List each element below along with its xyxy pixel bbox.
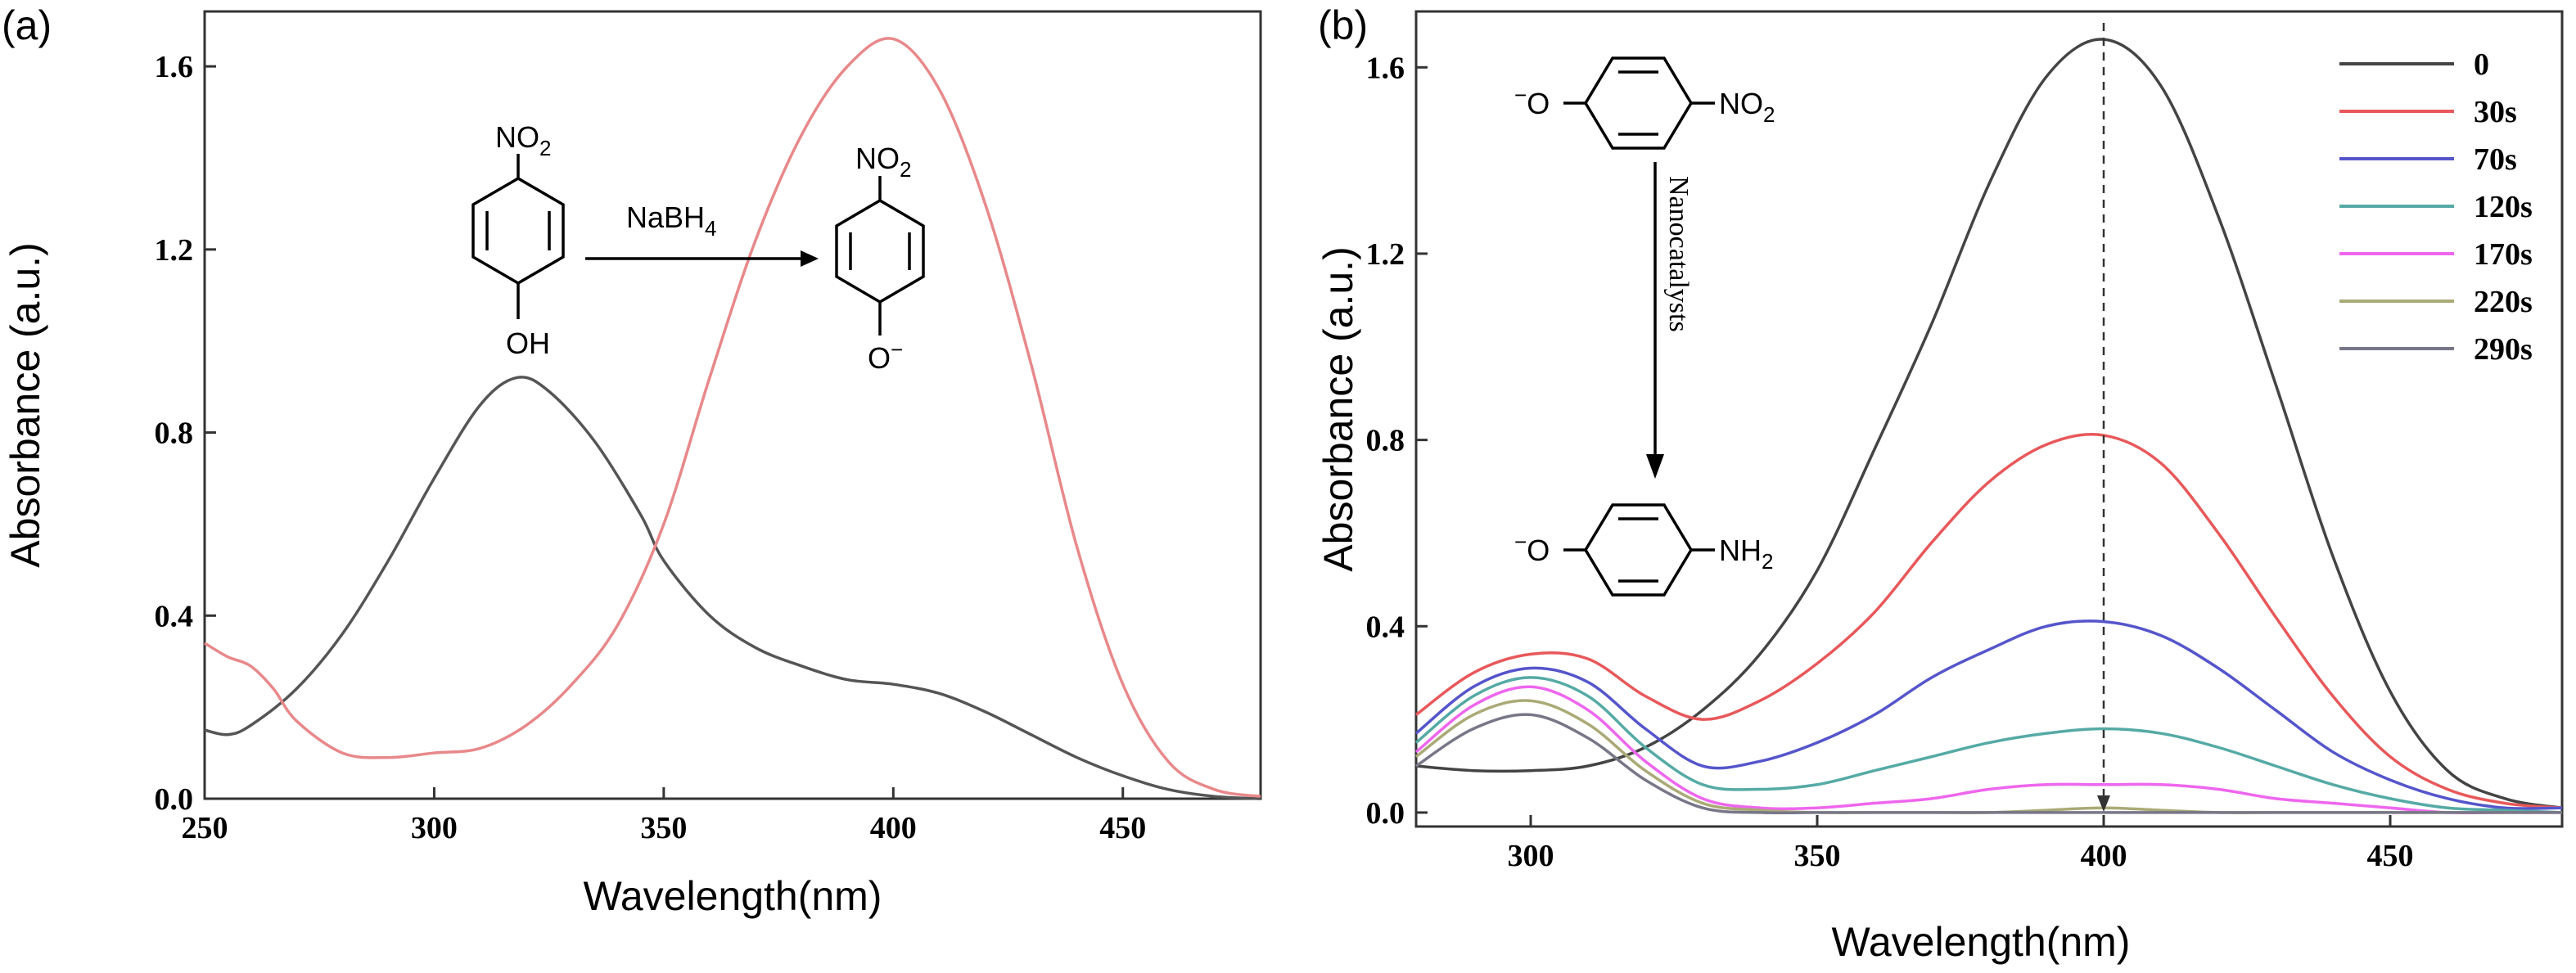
- reference-arrowhead: [2097, 795, 2110, 812]
- y-tick-label: 0.8: [155, 417, 194, 451]
- panel-a-axes: [203, 10, 1262, 800]
- x-tick-label: 450: [1099, 811, 1146, 845]
- panel-b-legend: 0 30s 70s 120s 170s 220s 290s: [2339, 47, 2533, 367]
- panel-b-series: [1414, 38, 2563, 815]
- x-tick-label: 300: [411, 811, 458, 845]
- y-tick-label: 0.4: [1366, 610, 1405, 644]
- reactant-right-group: NO2: [1719, 87, 1775, 127]
- product-benzene-ring: [835, 176, 925, 336]
- catalyst-arrowhead: [1646, 454, 1664, 479]
- panel-a-series: [204, 37, 1261, 800]
- series-line-120s: [1414, 676, 2563, 814]
- nitrophenolate-ring: [1563, 56, 1715, 150]
- x-tick-label: 400: [2081, 839, 2127, 873]
- x-tick-label: 350: [640, 811, 687, 845]
- reaction-arrowhead: [801, 250, 819, 267]
- series-line-70s: [1414, 619, 2563, 810]
- x-tick-label: 450: [2367, 839, 2414, 873]
- panel-b-ticks: 300 350 400 450 0.0 0.4 0.8 1.2 1.6: [1366, 51, 2414, 873]
- x-tick-label: 350: [1794, 839, 1841, 873]
- x-tick-label: 250: [182, 811, 228, 845]
- panel-b-ylabel: Absorbance (a.u.): [1315, 246, 1361, 571]
- series-line-170s: [1414, 685, 2562, 815]
- panel-a-label: (a): [2, 2, 52, 48]
- legend-label: 220s: [2474, 285, 2533, 319]
- panel-b-xlabel: Wavelength(nm): [1832, 919, 2131, 965]
- product-top-group: NO2: [855, 142, 911, 182]
- series-line-30s: [1414, 432, 2563, 809]
- legend-label: 170s: [2474, 237, 2533, 272]
- product-left-group: −O: [1514, 529, 1550, 567]
- reagent-label: NaBH4: [626, 200, 717, 241]
- panel-b-reference-line: [2097, 23, 2110, 812]
- panel-a-frame: [203, 10, 1262, 800]
- y-tick-label: 1.6: [1366, 51, 1405, 85]
- panel-b-frame: [1414, 10, 2564, 828]
- x-tick-label: 300: [1508, 839, 1554, 873]
- series-line-curve-1: [204, 376, 1261, 800]
- x-tick-label: 400: [870, 811, 917, 845]
- product-right-group: NH2: [1719, 534, 1773, 574]
- y-tick-label: 1.2: [1366, 237, 1405, 272]
- legend-label: 30s: [2474, 95, 2517, 129]
- y-tick-label: 1.2: [155, 233, 194, 268]
- reactant-left-group: −O: [1514, 83, 1550, 120]
- series-line-0: [1415, 38, 2563, 809]
- legend-label: 70s: [2474, 142, 2517, 177]
- catalyst-label: Nanocatalysts: [1663, 176, 1694, 332]
- legend-label: 290s: [2474, 332, 2533, 367]
- panel-a-xlabel: Wavelength(nm): [584, 873, 882, 919]
- product-bottom-group: O−: [868, 337, 903, 375]
- series-line-curve-2: [204, 37, 1261, 798]
- y-tick-label: 1.6: [155, 50, 194, 84]
- panel-b-axes: [1414, 10, 2564, 828]
- series-line-290s: [1415, 713, 2562, 815]
- y-tick-label: 0.8: [1366, 424, 1405, 458]
- reactant-benzene-ring: [471, 154, 565, 319]
- legend-label: 0: [2474, 47, 2489, 82]
- panel-b-label: (b): [1318, 2, 1368, 48]
- reactant-bottom-group: OH: [506, 327, 550, 360]
- y-tick-label: 0.4: [155, 599, 194, 633]
- panel-a-ticks: 250 300 350 400 450 0.0 0.4 0.8 1.2 1.6: [155, 50, 1147, 845]
- legend-label: 120s: [2474, 190, 2533, 224]
- reactant-top-group: NO2: [495, 120, 551, 160]
- y-tick-label: 0.0: [1366, 796, 1405, 831]
- panel-b-reaction-scheme: −O NO2 Nanocatalysts −O NH2: [1514, 56, 1775, 597]
- y-tick-label: 0.0: [155, 782, 194, 817]
- panel-a-ylabel: Absorbance (a.u.): [2, 242, 48, 567]
- panel-a-reaction-scheme: NO2 OH NaBH4 NO2 O−: [471, 120, 925, 375]
- aminophenolate-ring: [1563, 503, 1715, 597]
